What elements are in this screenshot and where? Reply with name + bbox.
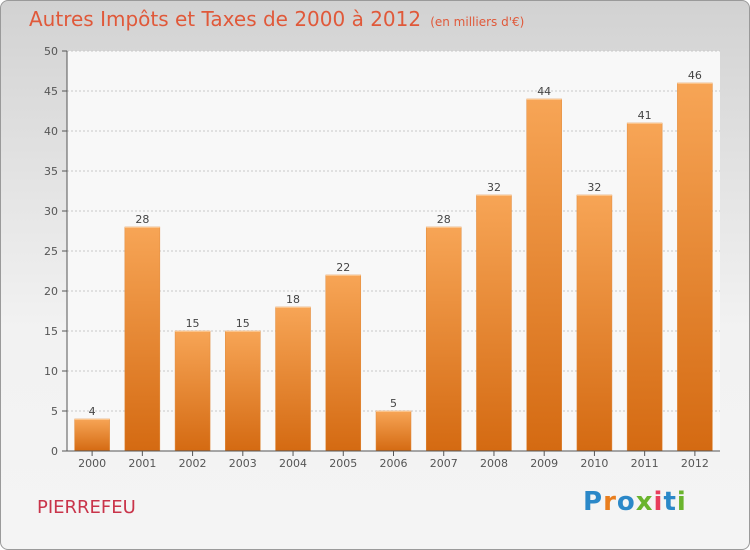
bar (275, 306, 311, 452)
y-tick-label: 35 (44, 165, 58, 178)
y-tick-label: 40 (44, 125, 58, 138)
x-tick-label: 2003 (229, 457, 257, 470)
logo-letter: t (663, 487, 677, 517)
logo-letter: r (603, 487, 617, 517)
bar (677, 82, 713, 452)
bar-value-label: 32 (487, 181, 501, 194)
x-tick-label: 2011 (631, 457, 659, 470)
y-tick-label: 10 (44, 365, 58, 378)
bar-value-label: 46 (688, 69, 702, 82)
x-tick-label: 2012 (681, 457, 709, 470)
bar-value-label: 32 (587, 181, 601, 194)
bar-value-label: 41 (638, 109, 652, 122)
logo-letter: i (653, 487, 664, 517)
x-tick-label: 2005 (329, 457, 357, 470)
bar (375, 410, 412, 452)
x-tick-label: 2009 (530, 457, 558, 470)
commune-name: PIERREFEU (37, 497, 136, 518)
y-tick-label: 30 (44, 205, 58, 218)
bar-value-label: 15 (236, 317, 250, 330)
x-tick-label: 2008 (480, 457, 508, 470)
bar-value-label: 15 (186, 317, 200, 330)
chart-title: Autres Impôts et Taxes de 2000 à 2012 (e… (29, 7, 524, 31)
bar-value-label: 28 (437, 213, 451, 226)
y-tick-label: 15 (44, 325, 58, 338)
proxiti-logo: Proxiti (583, 487, 687, 517)
bar (576, 194, 613, 452)
y-tick-label: 45 (44, 85, 58, 98)
bar (325, 274, 362, 452)
y-tick-label: 20 (44, 285, 58, 298)
logo-letter: x (635, 487, 654, 517)
x-tick-label: 2002 (179, 457, 207, 470)
bar-value-label: 5 (390, 397, 397, 410)
bar-value-label: 28 (135, 213, 149, 226)
bar-value-label: 44 (537, 85, 551, 98)
bar (174, 330, 211, 452)
chart-title-main: Autres Impôts et Taxes de 2000 à 2012 (29, 7, 422, 31)
bar (626, 122, 663, 452)
x-tick-label: 2000 (78, 457, 106, 470)
x-tick-label: 2007 (430, 457, 458, 470)
x-tick-label: 2001 (128, 457, 156, 470)
bar (225, 330, 261, 452)
x-tick-label: 2004 (279, 457, 307, 470)
logo-letter: P (583, 487, 604, 517)
bar-value-label: 4 (89, 405, 96, 418)
bar-value-label: 18 (286, 293, 300, 306)
chart-subtitle: (en milliers d'€) (430, 15, 525, 29)
bar-value-label: 22 (336, 261, 350, 274)
y-tick-label: 50 (44, 45, 58, 58)
bar (526, 98, 562, 452)
y-tick-label: 5 (51, 405, 58, 418)
bar (425, 226, 462, 452)
x-tick-label: 2010 (580, 457, 608, 470)
logo-letter: o (616, 487, 636, 517)
bar (124, 226, 161, 452)
bar (476, 194, 512, 452)
bar (74, 418, 110, 452)
x-tick-label: 2006 (380, 457, 408, 470)
y-tick-label: 0 (51, 445, 58, 458)
y-tick-label: 25 (44, 245, 58, 258)
logo-letter: i (676, 487, 687, 517)
